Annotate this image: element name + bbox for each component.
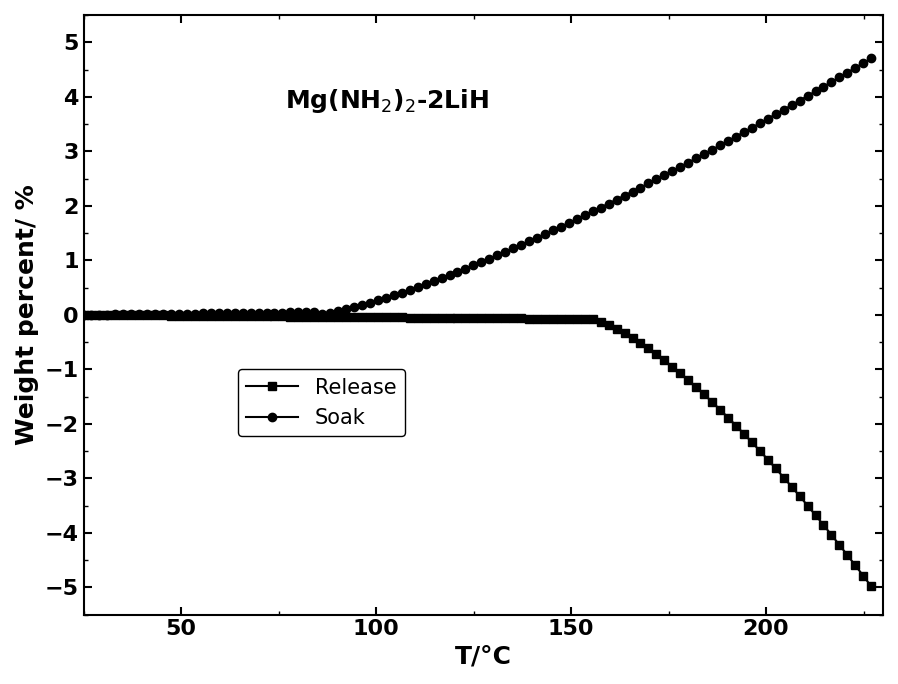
Soak	[229, 309, 240, 317]
Y-axis label: Weight percent/ %: Weight percent/ %	[15, 185, 39, 445]
Soak	[802, 92, 813, 100]
Soak	[261, 308, 272, 317]
Soak	[548, 226, 559, 235]
Release	[548, 315, 559, 323]
X-axis label: T/°C: T/°C	[454, 645, 512, 669]
Line: Soak: Soak	[79, 54, 876, 319]
Soak	[484, 254, 495, 263]
Release	[826, 531, 837, 539]
Release	[866, 582, 876, 590]
Soak	[866, 54, 876, 62]
Soak	[78, 311, 89, 319]
Release	[78, 311, 89, 319]
Legend: Release, Soak: Release, Soak	[238, 369, 405, 436]
Release	[484, 314, 495, 322]
Soak	[826, 78, 837, 86]
Release	[229, 312, 240, 320]
Release	[802, 501, 813, 510]
Text: Mg(NH$_2$)$_2$-2LiH: Mg(NH$_2$)$_2$-2LiH	[286, 87, 489, 115]
Release	[261, 312, 272, 320]
Line: Release: Release	[79, 311, 876, 590]
